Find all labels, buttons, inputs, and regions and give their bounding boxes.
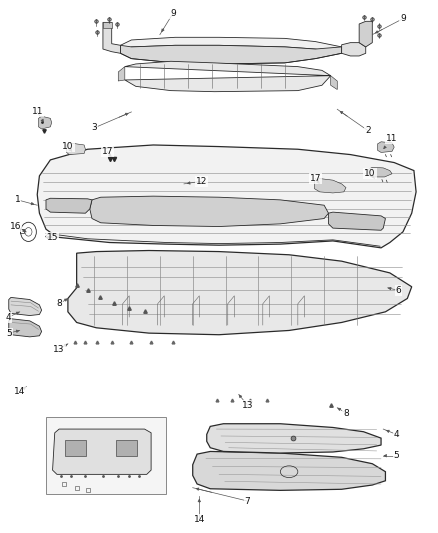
Polygon shape [368,167,392,177]
Polygon shape [328,212,385,230]
Polygon shape [120,37,342,53]
Polygon shape [103,22,112,28]
Text: 10: 10 [62,142,74,151]
Text: 1: 1 [14,196,21,204]
Text: 11: 11 [386,134,398,143]
Text: 9: 9 [170,9,176,18]
Text: 6: 6 [396,286,402,295]
Text: 9: 9 [400,14,406,23]
Polygon shape [118,67,125,81]
Text: 15: 15 [47,233,58,241]
Text: 17: 17 [102,148,113,156]
Text: 8: 8 [343,409,349,417]
Polygon shape [207,424,381,453]
Polygon shape [378,142,394,152]
Text: 3: 3 [91,124,97,132]
Polygon shape [68,251,412,335]
Polygon shape [9,319,42,337]
Polygon shape [314,179,346,193]
Bar [65,440,86,456]
Text: 4: 4 [6,313,11,321]
Polygon shape [67,143,85,155]
Polygon shape [46,198,92,213]
Bar [46,417,166,494]
Polygon shape [120,45,342,64]
Text: 14: 14 [14,387,25,396]
Text: 12: 12 [196,177,207,185]
Polygon shape [53,429,151,474]
Polygon shape [9,297,42,316]
Text: 13: 13 [53,345,65,353]
Text: 17: 17 [310,174,321,183]
Text: 7: 7 [244,497,251,505]
Polygon shape [90,196,328,227]
Text: 16: 16 [10,222,21,231]
Polygon shape [342,43,366,56]
Text: 2: 2 [365,126,371,135]
Polygon shape [331,76,337,90]
Text: 11: 11 [32,108,43,116]
Polygon shape [193,451,385,490]
Text: 13: 13 [242,401,253,409]
Text: 5: 5 [393,451,399,460]
Polygon shape [39,116,52,129]
Polygon shape [37,145,416,248]
Text: 8: 8 [56,300,62,308]
Polygon shape [103,22,120,53]
Text: 5: 5 [6,329,12,337]
Polygon shape [125,61,331,92]
Polygon shape [359,21,372,47]
Text: 4: 4 [394,430,399,439]
Text: 10: 10 [364,169,376,177]
Bar [116,440,137,456]
Text: 14: 14 [194,515,205,524]
